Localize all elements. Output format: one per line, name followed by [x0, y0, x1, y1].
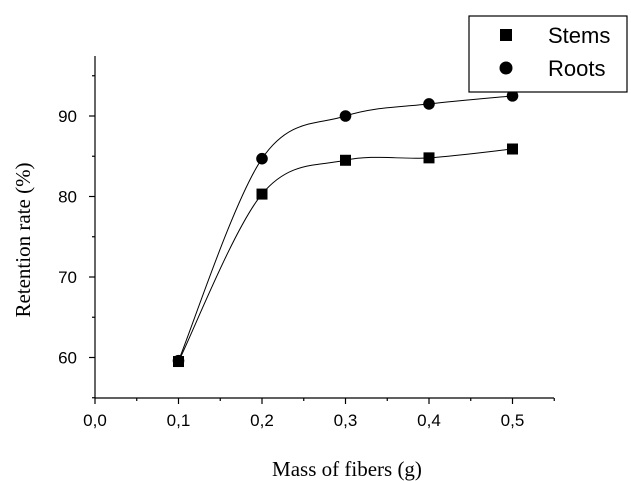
- point-roots: [506, 90, 519, 102]
- y-tick-label: 70: [58, 268, 77, 287]
- x-tick-label: 0,1: [167, 411, 191, 430]
- legend-square-marker: [500, 29, 512, 41]
- tick-labels: 0,0 0,1 0,2 0,3 0,4 0,5 60 70 80 90: [58, 107, 524, 430]
- x-tick-label: 0,0: [83, 411, 107, 430]
- point-stems: [256, 188, 268, 200]
- point-roots: [423, 98, 435, 110]
- x-tick-label: 0,5: [501, 411, 525, 430]
- legend-box: [468, 15, 628, 93]
- y-tick-label: 60: [58, 349, 77, 368]
- x-tick-label: 0,3: [334, 411, 358, 430]
- point-stems: [507, 143, 518, 155]
- point-roots: [172, 354, 185, 367]
- y-axis-title: Retention rate (%): [11, 162, 35, 317]
- data-points: [172, 90, 519, 368]
- y-tick-label: 80: [58, 188, 77, 207]
- legend-entry-roots: Roots: [548, 56, 605, 81]
- legend: Stems Roots: [468, 15, 628, 93]
- axes: [94, 56, 554, 399]
- point-roots: [256, 152, 268, 165]
- point-stems: [423, 152, 435, 164]
- point-stems: [340, 154, 351, 166]
- fit-curve-roots: [178, 95, 513, 361]
- y-tick-label: 90: [58, 107, 77, 126]
- x-tick-label: 0,2: [250, 411, 274, 430]
- fit-curves: [178, 95, 513, 362]
- x-axis-title: Mass of fibers (g): [272, 457, 422, 481]
- legend-entry-stems: Stems: [548, 23, 610, 48]
- x-tick-label: 0,4: [417, 411, 441, 430]
- legend-circle-marker: [499, 61, 513, 75]
- ticks: [89, 75, 555, 404]
- point-roots: [339, 110, 352, 122]
- fit-curve-stems: [178, 148, 513, 362]
